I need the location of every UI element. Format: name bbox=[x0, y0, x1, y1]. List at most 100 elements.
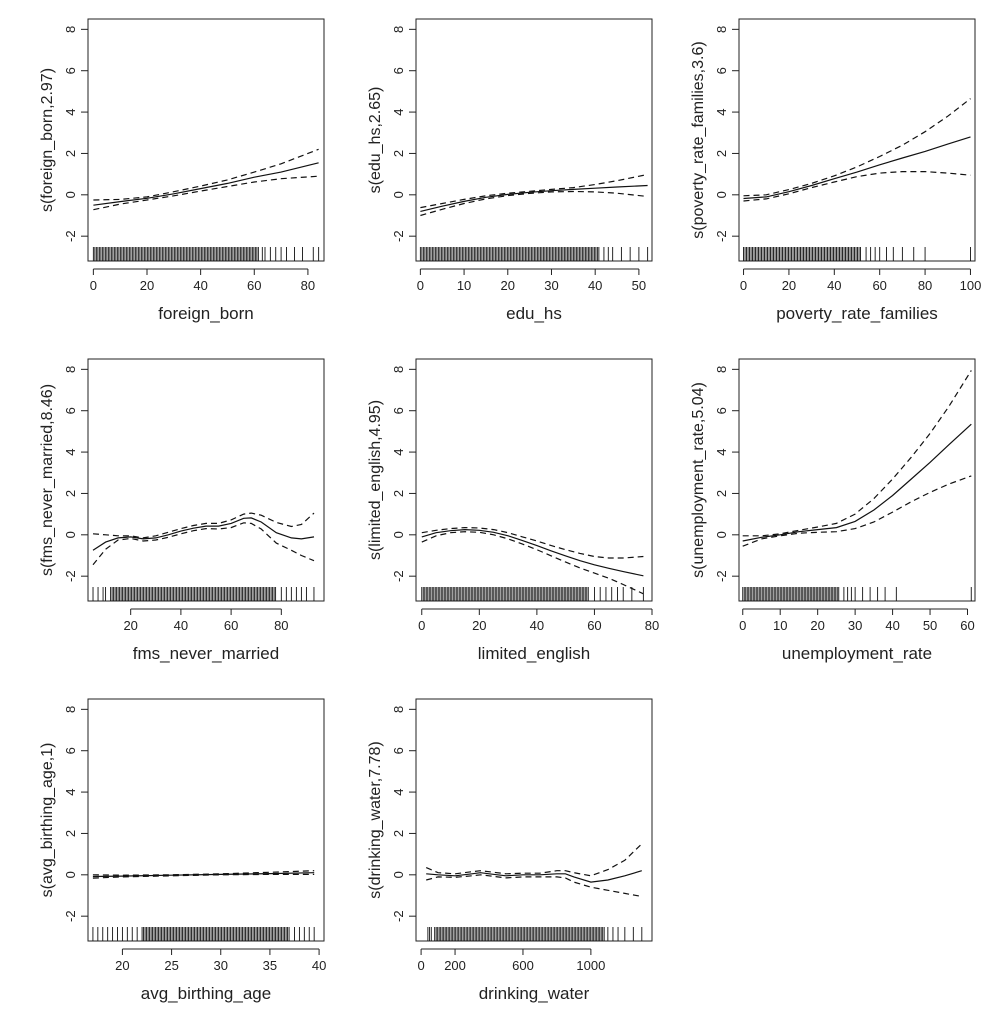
confidence-band-line bbox=[92, 870, 315, 876]
y-axis-title: s(drinking_water,7.78) bbox=[367, 741, 384, 898]
x-tick-label: 50 bbox=[632, 278, 646, 293]
y-tick-label: 2 bbox=[391, 830, 406, 837]
y-axis-title: s(edu_hs,2.65) bbox=[367, 87, 384, 194]
y-tick-label: 0 bbox=[63, 871, 78, 878]
x-tick-label: 40 bbox=[312, 958, 326, 973]
x-tick-label: 20 bbox=[782, 278, 796, 293]
panel-unemployment_rate: -2 0 2 4 6 8 0 10 20 30 40 50 60 unemployment_rate s(u… bbox=[690, 358, 976, 663]
y-tick-label: 4 bbox=[63, 108, 78, 115]
plot-frame bbox=[87, 358, 325, 602]
y-tick-label: 6 bbox=[391, 747, 406, 754]
y-tick-label: 6 bbox=[63, 407, 78, 414]
x-tick-label: 30 bbox=[214, 958, 228, 973]
y-tick-label: 0 bbox=[391, 531, 406, 538]
y-tick-label: 8 bbox=[63, 706, 78, 713]
y-tick-label: 8 bbox=[391, 366, 406, 373]
y-tick-label: 6 bbox=[714, 407, 729, 414]
smooth-fit-line bbox=[92, 517, 315, 551]
x-tick-label: 30 bbox=[848, 618, 862, 633]
y-axis-title: s(fms_never_married,8.46) bbox=[39, 384, 56, 576]
y-tick-label: 8 bbox=[63, 26, 78, 33]
plot-frame bbox=[415, 698, 653, 942]
y-tick-label: 2 bbox=[391, 490, 406, 497]
x-tick-label: 80 bbox=[918, 278, 932, 293]
x-tick-label: 100 bbox=[960, 278, 982, 293]
confidence-band-line bbox=[742, 475, 972, 547]
smooth-fit-line bbox=[742, 423, 972, 542]
y-tick-label: 8 bbox=[63, 366, 78, 373]
y-tick-label: 4 bbox=[391, 448, 406, 455]
x-tick-label: 40 bbox=[588, 278, 602, 293]
smooth-fit-line bbox=[420, 184, 648, 212]
y-tick-label: 4 bbox=[714, 108, 729, 115]
y-tick-label: -2 bbox=[391, 230, 406, 242]
x-tick-label: 40 bbox=[174, 618, 188, 633]
y-tick-label: 8 bbox=[391, 26, 406, 33]
x-tick-label: 20 bbox=[140, 278, 154, 293]
y-tick-label: -2 bbox=[391, 570, 406, 582]
y-axis-title: s(limited_english,4.95) bbox=[367, 400, 384, 560]
plot-frame bbox=[87, 18, 325, 262]
y-tick-label: 4 bbox=[391, 788, 406, 795]
plot-frame bbox=[415, 18, 653, 262]
x-tick-label: 30 bbox=[544, 278, 558, 293]
panel-edu_hs: -2 0 2 4 6 8 0 10 20 30 40 50 edu_hs s(edu_hs,2.65) bbox=[367, 18, 653, 323]
x-axis-title: limited_english bbox=[478, 644, 590, 663]
smooth-fit-line bbox=[426, 870, 642, 883]
x-tick-label: 600 bbox=[512, 958, 534, 973]
confidence-band-line bbox=[92, 873, 315, 879]
y-axis-title: s(foreign_born,2.97) bbox=[39, 68, 56, 212]
y-tick-label: 4 bbox=[63, 788, 78, 795]
confidence-band-line bbox=[420, 190, 648, 217]
x-tick-label: 20 bbox=[123, 618, 137, 633]
x-tick-label: 20 bbox=[810, 618, 824, 633]
y-tick-label: 2 bbox=[714, 490, 729, 497]
x-axis-title: fms_never_married bbox=[133, 644, 279, 663]
x-tick-label: 60 bbox=[224, 618, 238, 633]
y-tick-label: 0 bbox=[63, 531, 78, 538]
y-axis-title: s(avg_birthing_age,1) bbox=[39, 743, 56, 898]
smooth-fit-line bbox=[93, 162, 319, 206]
y-tick-label: 0 bbox=[63, 191, 78, 198]
x-tick-label: 20 bbox=[472, 618, 486, 633]
x-tick-label: 80 bbox=[274, 618, 288, 633]
confidence-band-line bbox=[425, 843, 643, 877]
x-axis-title: drinking_water bbox=[479, 984, 590, 1003]
y-tick-label: -2 bbox=[63, 230, 78, 242]
x-tick-label: 60 bbox=[247, 278, 261, 293]
x-tick-label: 40 bbox=[827, 278, 841, 293]
confidence-band-line bbox=[426, 874, 642, 898]
x-axis-title: foreign_born bbox=[158, 304, 253, 323]
confidence-band-line bbox=[743, 171, 971, 202]
y-axis-title: s(unemployment_rate,5.04) bbox=[690, 382, 707, 578]
y-tick-label: 4 bbox=[63, 448, 78, 455]
y-tick-label: 2 bbox=[63, 150, 78, 157]
smooth-fit-line bbox=[421, 528, 644, 577]
x-tick-label: 200 bbox=[444, 958, 466, 973]
y-axis-title: s(poverty_rate_families,3.6) bbox=[690, 41, 707, 238]
x-tick-label: 40 bbox=[885, 618, 899, 633]
confidence-band-line bbox=[92, 512, 315, 539]
x-tick-label: 25 bbox=[164, 958, 178, 973]
x-tick-label: 80 bbox=[645, 618, 659, 633]
x-tick-label: 60 bbox=[872, 278, 886, 293]
x-tick-label: 35 bbox=[263, 958, 277, 973]
x-tick-label: 0 bbox=[417, 958, 424, 973]
y-tick-label: 6 bbox=[63, 747, 78, 754]
y-tick-label: -2 bbox=[714, 230, 729, 242]
plot-frame bbox=[738, 358, 976, 602]
x-tick-label: 20 bbox=[501, 278, 515, 293]
y-tick-label: 0 bbox=[714, 531, 729, 538]
confidence-band-line bbox=[743, 98, 971, 197]
plot-frame bbox=[415, 358, 653, 602]
y-tick-label: 2 bbox=[63, 830, 78, 837]
y-tick-label: -2 bbox=[63, 910, 78, 922]
x-tick-label: 1000 bbox=[576, 958, 605, 973]
y-tick-label: 6 bbox=[391, 407, 406, 414]
plot-frame bbox=[87, 698, 325, 942]
x-tick-label: 40 bbox=[193, 278, 207, 293]
x-tick-label: 0 bbox=[739, 618, 746, 633]
